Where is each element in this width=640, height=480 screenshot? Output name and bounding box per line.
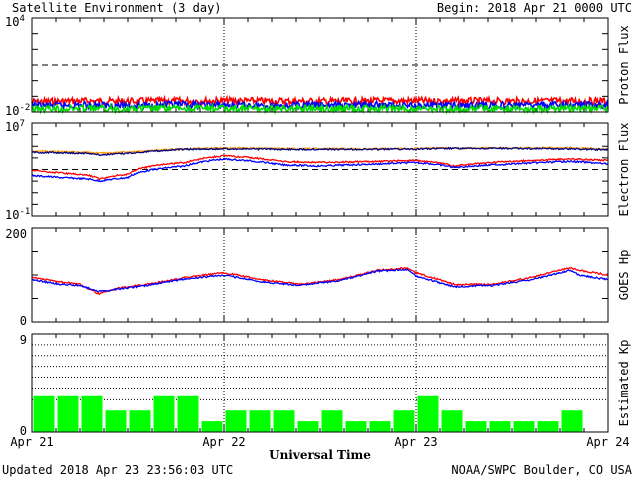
estimated-kp-panel: 9 0 Estimated Kp <box>20 333 631 438</box>
kp-bar <box>273 410 295 432</box>
kp-bar <box>369 421 391 432</box>
kp-bar <box>297 421 319 432</box>
axis-ticks <box>31 227 609 323</box>
kp-bar <box>561 410 583 432</box>
axis-ticks <box>31 334 609 432</box>
kp-bar <box>393 410 415 432</box>
kp-bar <box>249 410 271 432</box>
axis-ticks <box>31 122 609 217</box>
x-axis: Apr 21 Apr 22 Apr 23 Apr 24 Universal Time <box>10 435 629 462</box>
x-tick-label: Apr 24 <box>586 435 629 449</box>
x-axis-label: Universal Time <box>269 448 371 462</box>
series-line <box>31 268 609 293</box>
panel-frame <box>31 333 609 433</box>
y-tick-label: 10-2 <box>5 103 30 118</box>
chart-title: Satellite Environment (3 day) <box>12 1 222 15</box>
kp-bar <box>225 410 247 432</box>
series-line <box>31 145 609 155</box>
kp-bar <box>417 395 439 432</box>
begin-time: Begin: 2018 Apr 21 0000 UTC <box>436 1 632 15</box>
panel-label: Estimated Kp <box>617 340 631 427</box>
kp-bar <box>201 421 223 432</box>
kp-bar <box>345 421 367 432</box>
credit-text: NOAA/SWPC Boulder, CO USA <box>451 463 632 477</box>
y-tick-label: 9 <box>20 333 27 347</box>
updated-time: Updated 2018 Apr 23 23:56:03 UTC <box>2 463 234 477</box>
kp-bar <box>105 410 127 432</box>
kp-bar <box>177 395 199 432</box>
kp-bar <box>57 395 79 432</box>
y-tick-label: 107 <box>5 119 25 134</box>
goes-hp-panel: 200 0 GOES Hp <box>5 227 631 328</box>
x-tick-label: Apr 21 <box>10 435 53 449</box>
y-tick-label: 0 <box>20 424 27 438</box>
panel-frame <box>31 17 609 113</box>
series-line <box>31 154 609 181</box>
panel-frame <box>31 122 609 217</box>
panel-frame <box>31 227 609 323</box>
x-tick-label: Apr 23 <box>394 435 437 449</box>
y-tick-label: 200 <box>5 227 27 241</box>
panel-label: Electron Flux <box>617 123 631 217</box>
y-tick-label: 104 <box>5 14 25 29</box>
kp-bar <box>441 410 463 432</box>
kp-bar <box>489 421 511 432</box>
electron-flux-panel: 107 10-1 Electron Flux <box>5 119 631 222</box>
x-tick-label: Apr 22 <box>202 435 245 449</box>
series-line <box>31 157 608 183</box>
panel-label: Proton Flux <box>617 25 631 104</box>
kp-bar <box>321 410 343 432</box>
kp-bar <box>537 421 559 432</box>
y-tick-label: 0 <box>20 314 27 328</box>
panel-label: GOES Hp <box>617 250 631 301</box>
y-tick-label: 10-1 <box>5 207 30 222</box>
proton-flux-panel: 104 10-2 Proton Flux <box>5 14 631 118</box>
kp-bar <box>513 421 535 432</box>
kp-bar <box>33 395 55 432</box>
kp-bar <box>81 395 103 432</box>
kp-bar <box>129 410 151 432</box>
kp-bar <box>465 421 487 432</box>
series-line <box>31 146 609 157</box>
kp-bar <box>153 395 175 432</box>
series-line <box>31 102 609 115</box>
